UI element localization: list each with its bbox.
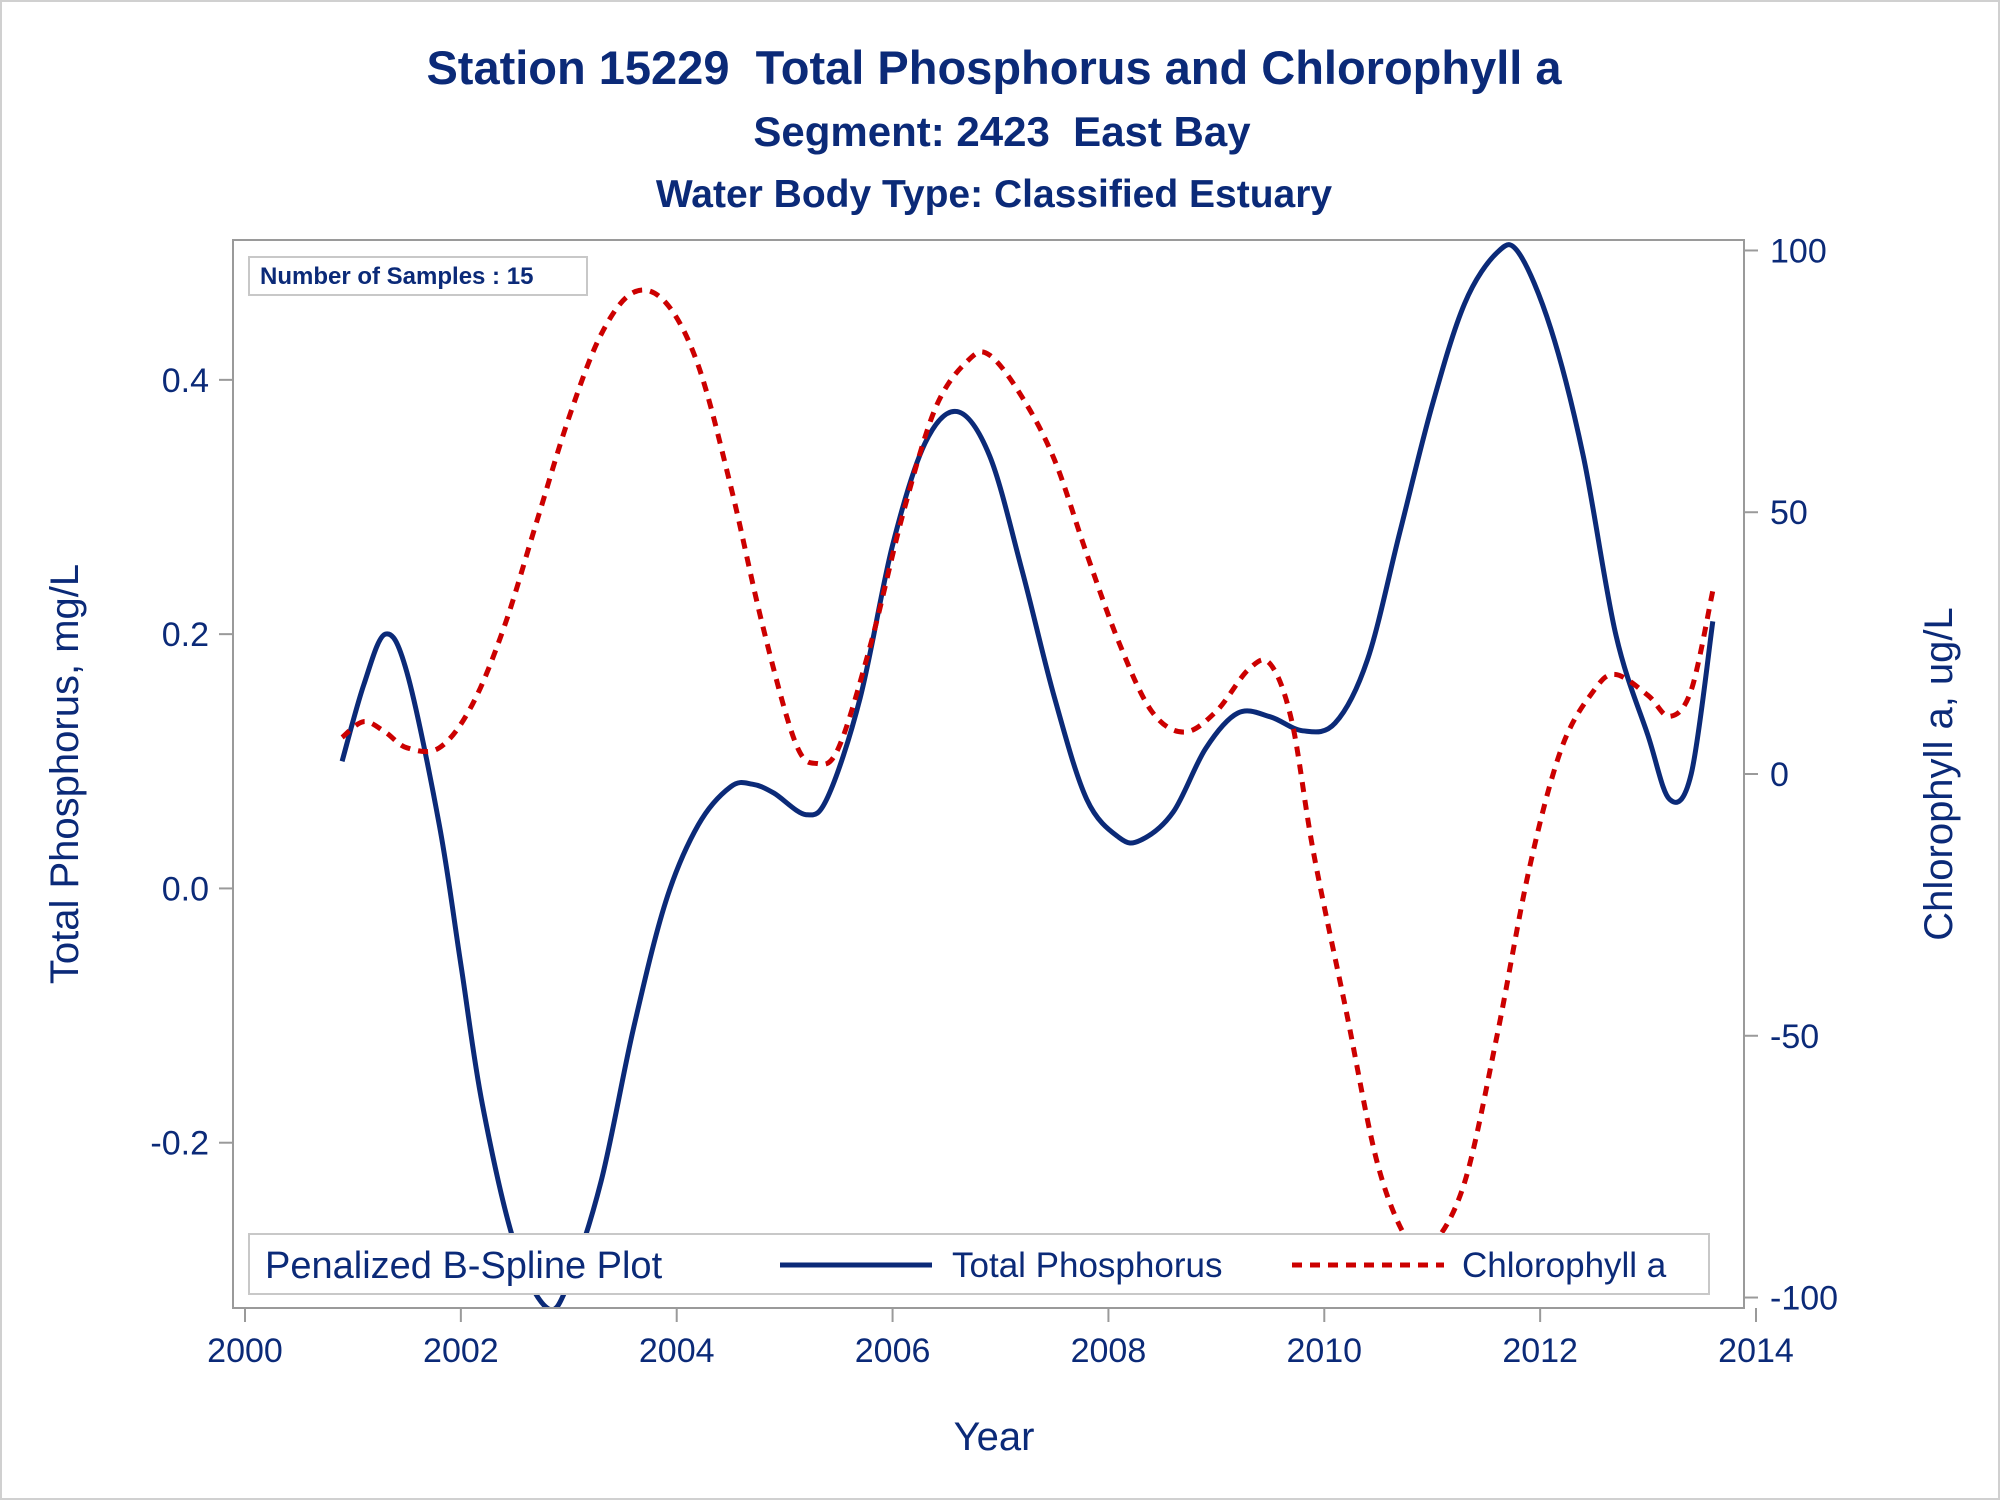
x-tick-label: 2002 (423, 1332, 499, 1370)
x-tick-label: 2012 (1502, 1332, 1578, 1370)
y-right-tick-label: -100 (1770, 1280, 1838, 1318)
x-tick-label: 2004 (639, 1332, 715, 1370)
y-right-tick-label: -50 (1770, 1018, 1819, 1056)
x-tick-label: 2008 (1071, 1332, 1147, 1370)
y-right-tick-label: 100 (1770, 232, 1827, 270)
y-left-tick-label: 0.2 (162, 616, 209, 654)
legend-entry-chlorophyll-a: Chlorophyll a (1462, 1246, 1667, 1285)
y-right-tick-label: 50 (1770, 494, 1808, 532)
x-tick-label: 2014 (1718, 1332, 1794, 1370)
chart-subtitle: Segment: 2423 East Bay (753, 108, 1251, 155)
y-left-tick-label: 0.0 (162, 870, 209, 908)
inset-box (248, 256, 588, 296)
y-left-tick-label: -0.2 (150, 1125, 209, 1163)
chart-title: Station 15229 Total Phosphorus and Chlor… (426, 41, 1562, 94)
y-left-tick-label: 0.4 (162, 362, 209, 400)
x-tick-label: 2000 (207, 1332, 283, 1370)
y-right-tick-label: 0 (1770, 756, 1789, 794)
legend-box (248, 1233, 1710, 1295)
chart-subtitle-2: Water Body Type: Classified Estuary (656, 173, 1332, 216)
x-axis: 2000 2002 2004 2006 2008 2010 2012 2014 (207, 1308, 1794, 1370)
legend-title: Penalized B-Spline Plot (265, 1245, 663, 1287)
inset-label: Number of Samples : 15 (260, 263, 533, 290)
series-line-chlorophyll-a (340, 287, 1716, 1257)
x-axis-label: Year (954, 1415, 1035, 1459)
y-axis-right: -100 -50 0 50 100 (1744, 232, 1838, 1318)
y-axis-right-label: Chlorophyll a, ug/L (1917, 607, 1961, 941)
x-tick-label: 2010 (1286, 1332, 1362, 1370)
y-axis-left-label: Total Phosphorus, mg/L (43, 564, 87, 984)
y-axis-left: -0.2 0.0 0.2 0.4 (150, 362, 233, 1163)
legend-entry-total-phosphorus: Total Phosphorus (952, 1246, 1222, 1285)
legend: Penalized B-Spline Plot Total Phosphorus… (248, 1233, 1710, 1295)
x-tick-label: 2006 (855, 1332, 931, 1370)
plot-area (232, 239, 1745, 1309)
